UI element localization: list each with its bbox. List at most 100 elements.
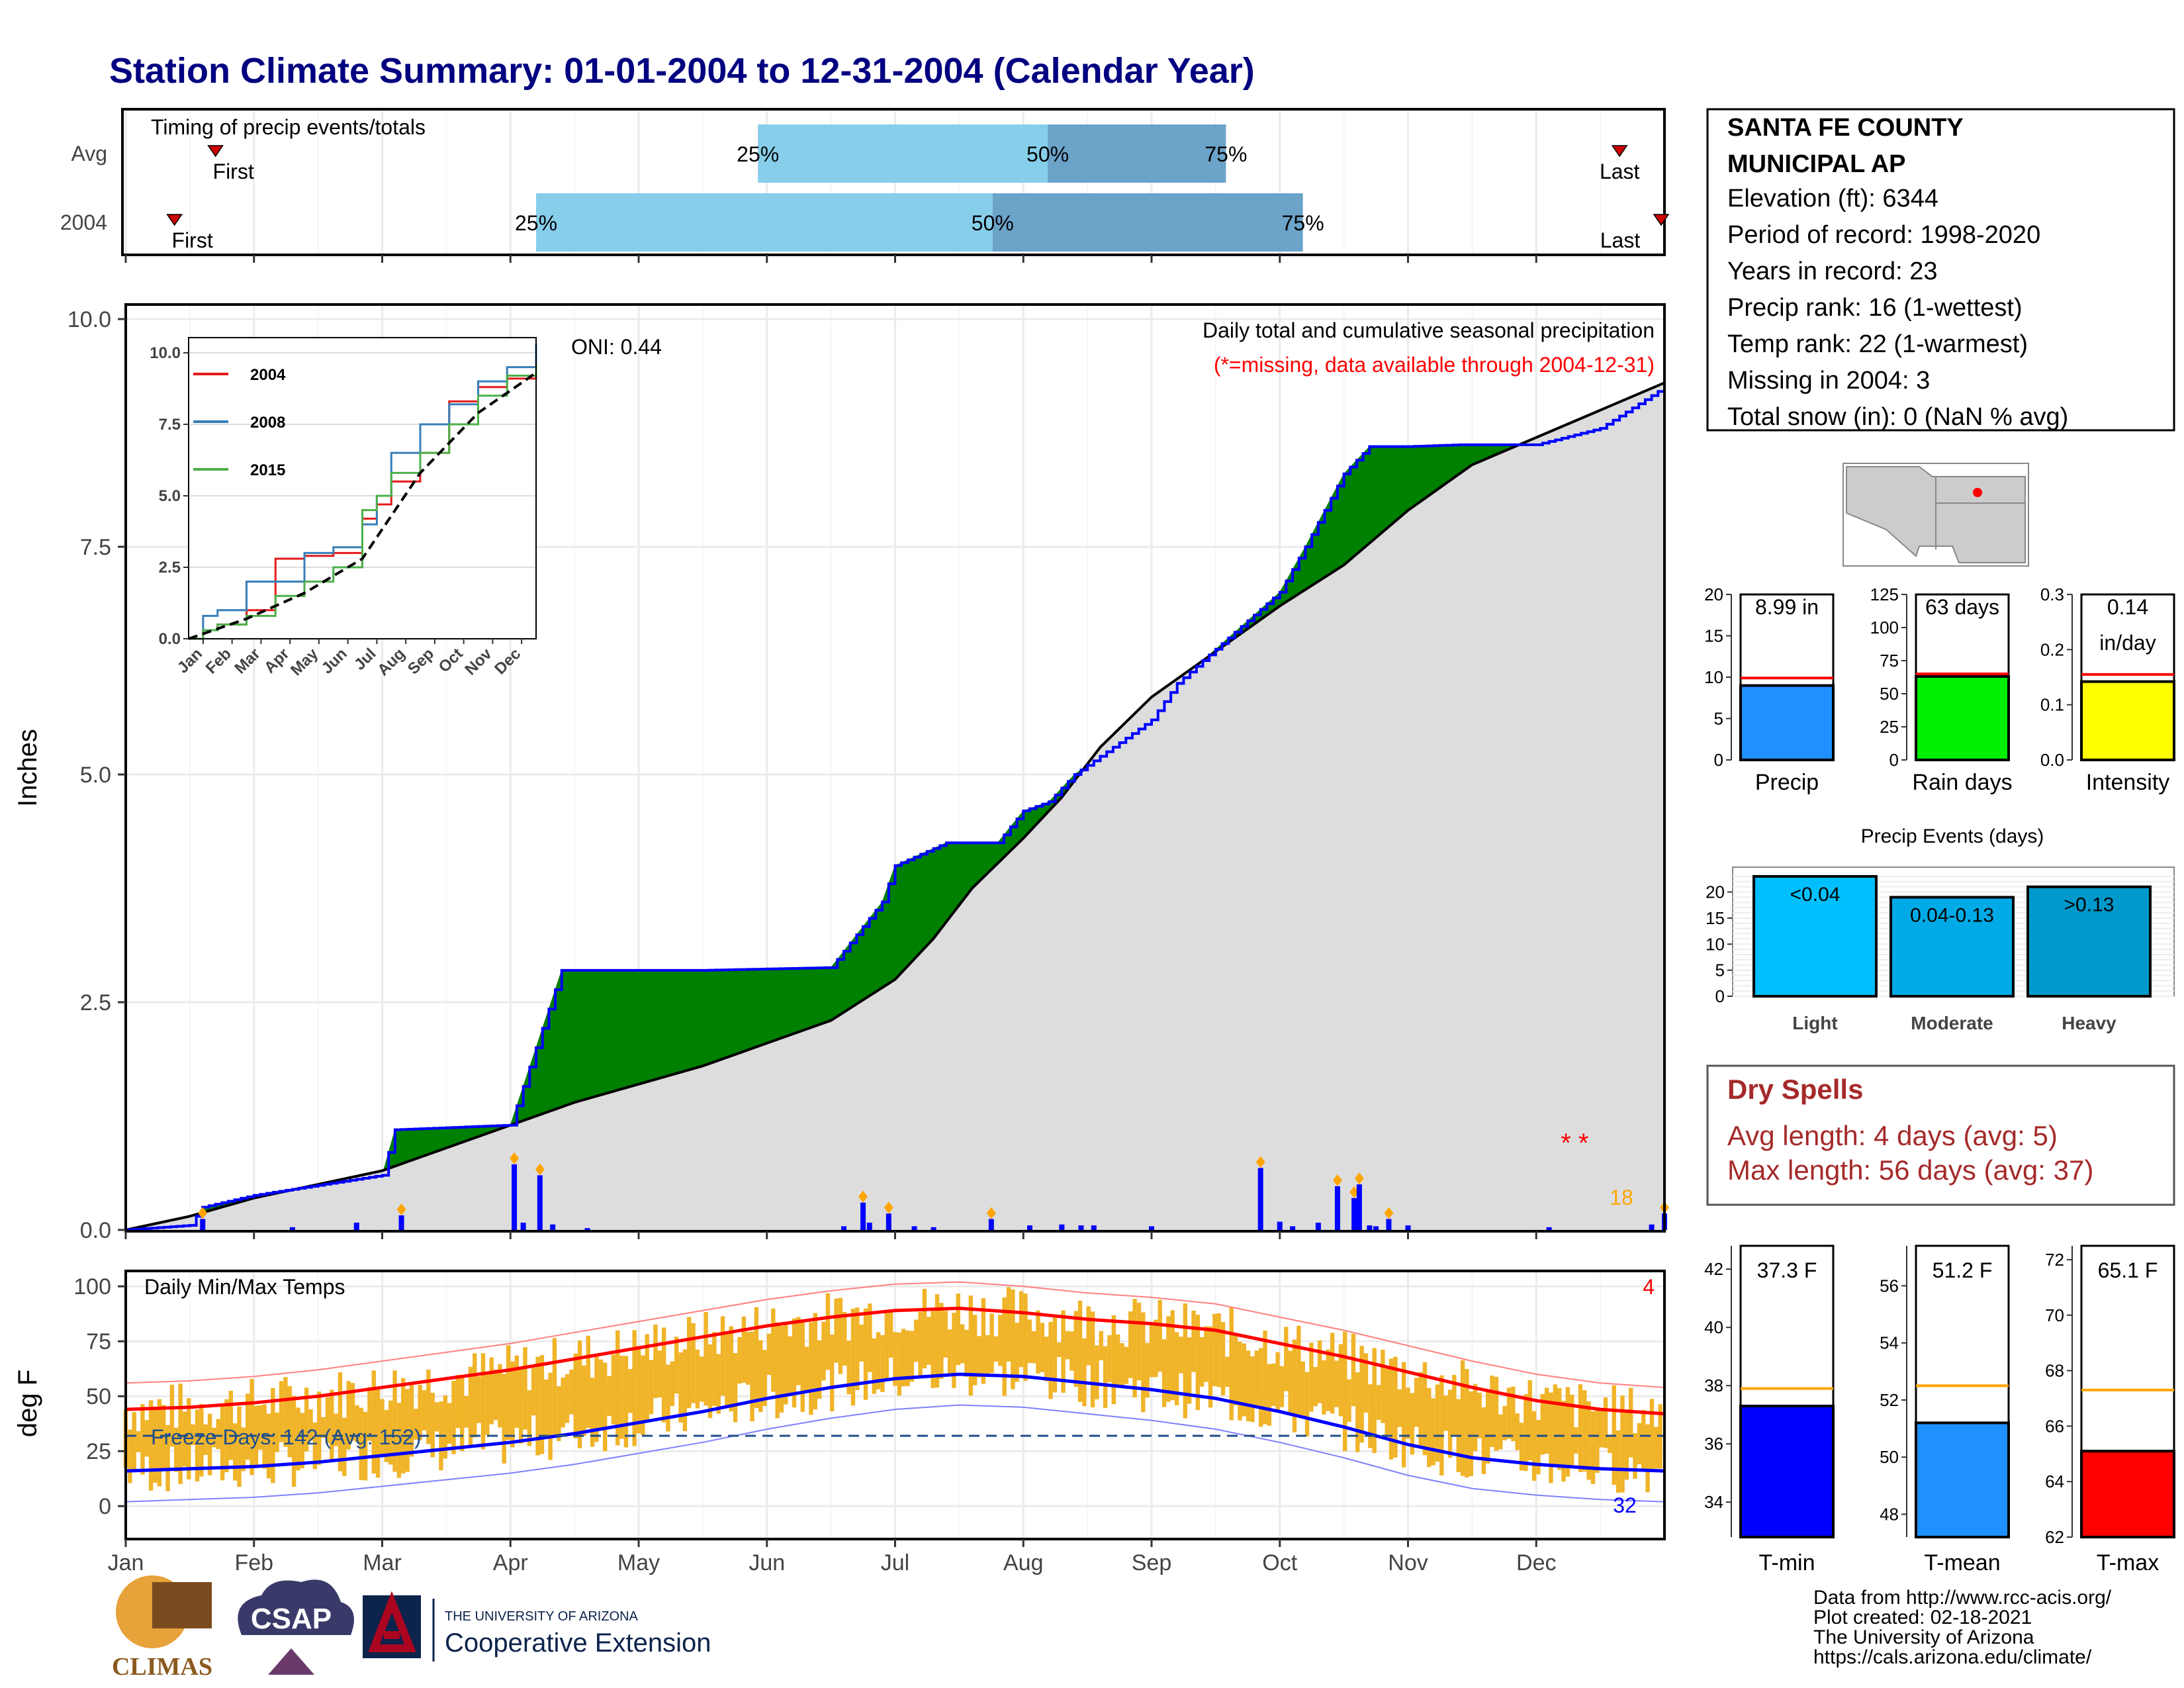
daily-temp-bar bbox=[169, 1384, 175, 1447]
daily-temp-bar bbox=[426, 1370, 431, 1444]
daily-temp-bar bbox=[1393, 1356, 1398, 1458]
daily-precip-bar bbox=[1649, 1224, 1655, 1230]
daily-temp-bar bbox=[1011, 1289, 1015, 1389]
station-elevation: Elevation (ft): 6344 bbox=[1727, 185, 1938, 212]
daily-temp-bar bbox=[1242, 1343, 1246, 1417]
wetter-than-avg-fill bbox=[817, 967, 825, 1026]
daily-temp-bar bbox=[422, 1390, 427, 1430]
daily-temp-bar bbox=[304, 1387, 309, 1452]
daily-temp-bar bbox=[334, 1413, 338, 1446]
precip-legend-title: Daily total and cumulative seasonal prec… bbox=[1203, 318, 1655, 342]
daily-precip-bar bbox=[1373, 1226, 1379, 1230]
temp-label: Daily Min/Max Temps bbox=[144, 1275, 345, 1299]
daily-precip-bar bbox=[1026, 1225, 1032, 1230]
daily-temp-bar bbox=[153, 1408, 158, 1483]
daily-temp-bar bbox=[552, 1338, 557, 1436]
daily-temp-bar bbox=[548, 1372, 553, 1460]
daily-temp-bar bbox=[1343, 1331, 1347, 1452]
daily-temp-bar bbox=[842, 1312, 847, 1366]
last-event-label: Last bbox=[1600, 228, 1641, 252]
daily-temp-bar bbox=[1103, 1346, 1108, 1408]
daily-precip-bar bbox=[520, 1222, 526, 1230]
daily-temp-bar bbox=[1124, 1346, 1129, 1384]
footer: Data from http://www.rcc-acis.org/ Plot … bbox=[1813, 1587, 2112, 1668]
footer-line2: Plot created: 02-18-2021 bbox=[1813, 1607, 2032, 1628]
daily-temp-bar bbox=[678, 1352, 683, 1423]
daily-temp-bar bbox=[809, 1322, 813, 1415]
summary-label: Intensity bbox=[2086, 770, 2170, 795]
daily-temp-bar bbox=[1326, 1349, 1331, 1411]
station-info: SANTA FE COUNTY MUNICIPAL AP Elevation (… bbox=[1706, 108, 2175, 432]
events-bar-label: >0.13 bbox=[2064, 894, 2115, 916]
daily-temp-bar bbox=[518, 1368, 523, 1444]
daily-temp-bar bbox=[1082, 1338, 1087, 1407]
daily-temp-bar bbox=[1267, 1364, 1272, 1426]
month-tick-label: Feb bbox=[234, 1550, 273, 1575]
daily-temp-bar bbox=[968, 1295, 974, 1396]
month-tick-label: Jan bbox=[108, 1550, 144, 1575]
inset-xtick-label: Jan bbox=[174, 645, 206, 677]
daily-temp-bar bbox=[1531, 1411, 1537, 1481]
month-tick-label: Apr bbox=[493, 1550, 528, 1575]
wetter-than-avg-fill bbox=[933, 845, 940, 940]
daily-temp-bar bbox=[561, 1377, 565, 1428]
wetter-than-avg-fill bbox=[401, 1129, 408, 1164]
daily-temp-bar bbox=[1637, 1423, 1642, 1465]
ua-a-icon bbox=[368, 1591, 416, 1652]
wetter-than-avg-fill bbox=[779, 968, 787, 1039]
daily-temp-bar bbox=[498, 1364, 502, 1428]
daily-temp-bar bbox=[1452, 1374, 1457, 1436]
temp-summary-ytick-label: 68 bbox=[2045, 1361, 2064, 1381]
temp-summary-bar bbox=[1915, 1421, 2010, 1538]
daily-temp-bar bbox=[1388, 1358, 1394, 1460]
summary-ytick-label: 0.3 bbox=[2040, 585, 2064, 604]
daily-temp-bar bbox=[1435, 1384, 1440, 1462]
daily-temp-bar bbox=[140, 1404, 145, 1475]
daily-temp-bar bbox=[876, 1332, 881, 1389]
wetter-than-avg-fill bbox=[958, 842, 966, 906]
daily-temp-bar bbox=[1494, 1376, 1499, 1451]
temp-summary-ytick-label: 42 bbox=[1704, 1259, 1723, 1279]
daily-temp-bar bbox=[455, 1375, 461, 1429]
daily-temp-bar bbox=[300, 1413, 305, 1469]
temp-ytick-label: 50 bbox=[86, 1384, 111, 1409]
daily-temp-bar bbox=[380, 1399, 385, 1456]
daily-temp-bar bbox=[788, 1336, 792, 1393]
daily-temp-bar bbox=[1191, 1311, 1196, 1372]
daily-temp-bar bbox=[1031, 1331, 1036, 1364]
daily-temp-bar bbox=[464, 1395, 469, 1428]
daily-temp-bar bbox=[157, 1399, 162, 1487]
daily-temp-bar bbox=[1599, 1411, 1604, 1448]
daily-temp-bar bbox=[1204, 1326, 1208, 1382]
summary-ytick-label: 0 bbox=[1889, 750, 1899, 770]
temp-panel: 0 25 50 75 100 Daily Min/Max Temps 4 32 Free… bbox=[13, 1270, 1666, 1540]
temp-ytick-label: 25 bbox=[86, 1439, 111, 1464]
daily-temp-bar bbox=[367, 1387, 372, 1441]
daily-temp-bar bbox=[136, 1431, 141, 1452]
wetter-than-avg-fill bbox=[914, 853, 921, 960]
summary-ytick-label: 100 bbox=[1870, 618, 1899, 637]
daily-temp-bar bbox=[250, 1379, 254, 1476]
daily-temp-bar bbox=[1443, 1395, 1448, 1431]
month-tick-label: May bbox=[617, 1550, 660, 1575]
inset-xtick-label: Sep bbox=[404, 645, 437, 678]
daily-temp-bar bbox=[1431, 1398, 1435, 1466]
daily-precip-bar bbox=[841, 1226, 846, 1230]
daily-temp-bar bbox=[1519, 1423, 1524, 1471]
daily-precip-bar bbox=[1405, 1225, 1411, 1230]
daily-temp-bar bbox=[1649, 1399, 1655, 1471]
daily-temp-bar bbox=[1090, 1311, 1095, 1408]
timing-frame bbox=[121, 108, 1666, 256]
summary-ytick-label: 10 bbox=[1704, 667, 1723, 687]
wetter-than-avg-fill bbox=[811, 967, 819, 1028]
daily-temp-bar bbox=[716, 1354, 721, 1414]
daily-temp-bar bbox=[754, 1307, 759, 1409]
daily-temp-bar bbox=[296, 1407, 300, 1471]
summary-value: 8.99 in bbox=[1755, 595, 1819, 619]
daily-temp-bar bbox=[952, 1313, 956, 1388]
daily-temp-bar bbox=[977, 1336, 981, 1378]
daily-temp-bar bbox=[817, 1340, 822, 1399]
daily-temp-bar bbox=[1322, 1360, 1326, 1415]
daily-temp-bar bbox=[993, 1336, 999, 1362]
